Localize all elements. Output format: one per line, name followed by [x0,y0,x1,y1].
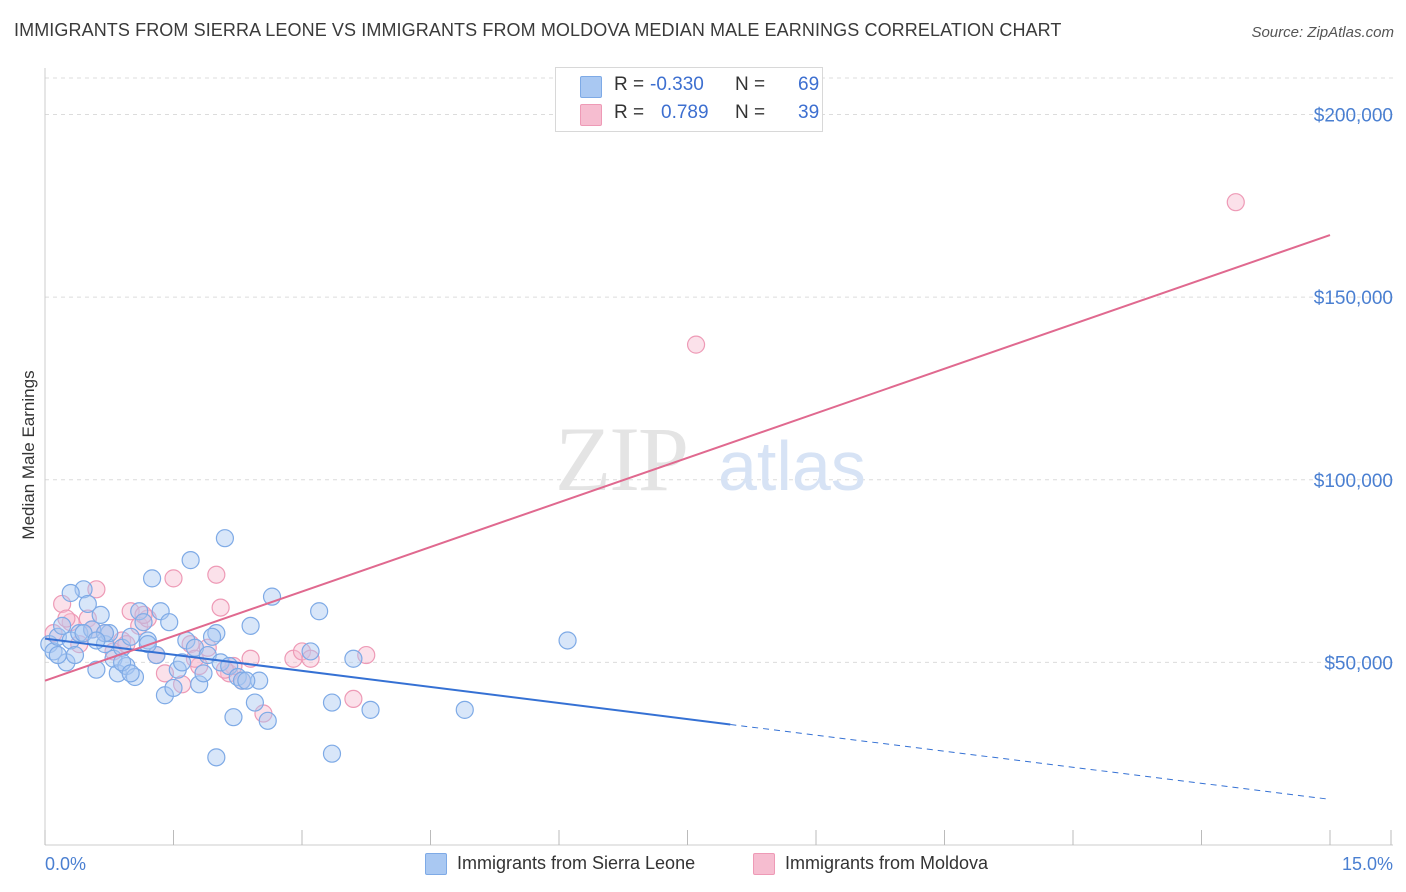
sierra-leone-point [202,627,222,646]
sierra-leone-point [245,693,264,712]
sierra-leone-point [224,708,243,727]
moldova-point [164,569,183,588]
sierra-leone-point [164,678,183,698]
moldova-point [1226,193,1245,212]
sierra-leone-point [301,642,320,661]
sierra-leone-point [310,602,329,621]
sierra-leone-point [194,664,213,683]
r-value: 0.789 [661,102,709,123]
sierra-leone-point [134,613,153,632]
watermark-atlas: atlas [718,427,866,505]
n-label: N = [735,102,766,123]
y-tick-label: $50,000 [1324,653,1393,674]
watermark: ZIP atlas [555,408,866,510]
series-label: Immigrants from Moldova [785,853,989,873]
sierra-leone-trend-extension [730,723,1331,800]
sierra-leone-point [172,653,192,672]
gridlines [45,77,1393,663]
sierra-leone-point [258,711,277,730]
trend-lines [44,234,1331,800]
sierra-leone-point [361,700,380,719]
moldova-point [301,649,320,668]
moldova-trend [44,234,1331,682]
y-tick-label: $150,000 [1314,288,1393,309]
sierra-leone-point [558,631,577,650]
moldova-point [344,689,363,709]
axes [44,68,1393,846]
sierra-leone-point [455,700,474,719]
sierra-leone-point [61,583,80,603]
correlation-legend: R = -0.330 N = 69 R = 0.789 N = 39 [555,67,823,132]
watermark-zip: ZIP [555,408,687,510]
sierra-leone-point [48,645,67,665]
sierra-leone-point [181,551,200,570]
moldova-point [87,580,106,599]
series-label: Immigrants from Sierra Leone [457,853,696,873]
r-label: R = [614,74,645,95]
moldova-point [686,335,706,354]
y-axis-title: Median Male Earnings [19,370,38,539]
sierra-leone-points [40,529,577,767]
y-tick-label: $100,000 [1314,471,1393,492]
r-label: R = [614,102,645,123]
sierra-leone-point [121,664,140,683]
blue-swatch [580,76,602,98]
n-value: 69 [798,74,820,95]
sierra-leone-point [322,744,342,763]
pink-swatch [580,104,602,126]
sierra-leone-point [121,627,140,646]
x-tick-label: 15.0% [1342,854,1393,874]
tick-labels: $50,000 $100,000 $150,000 $200,000 0.0% 15.0%… [19,106,1393,874]
n-label: N = [735,74,766,95]
sierra-leone-point [344,649,363,668]
sierra-leone-point [65,645,85,665]
sierra-leone-point [160,613,179,632]
blue-swatch [425,853,447,875]
chart-title: IMMIGRANTS FROM SIERRA LEONE VS IMMIGRAN… [14,20,1062,40]
n-value: 39 [798,102,820,123]
sierra-leone-trend [44,637,731,726]
sierra-leone-point [190,675,209,694]
sierra-leone-point [142,569,162,588]
sierra-leone-point [322,693,342,712]
sierra-leone-point [130,602,149,621]
pink-swatch [753,853,775,875]
source-label: Source: ZipAtlas.com [1251,24,1394,41]
sierra-leone-point [241,616,260,635]
sierra-leone-point [53,616,72,635]
sierra-leone-point [215,529,234,548]
sierra-leone-point [250,671,269,690]
sierra-leone-point [237,671,256,690]
moldova-point [207,565,226,584]
x-tick-label: 0.0% [45,854,86,874]
y-tick-label: $200,000 [1314,106,1393,127]
sierra-leone-point [87,660,106,679]
sierra-leone-point [78,594,97,614]
moldova-point [211,598,230,617]
moldova-point [198,638,217,657]
sierra-leone-point [91,605,110,625]
sierra-leone-point [207,748,226,767]
r-value: -0.330 [650,74,704,95]
